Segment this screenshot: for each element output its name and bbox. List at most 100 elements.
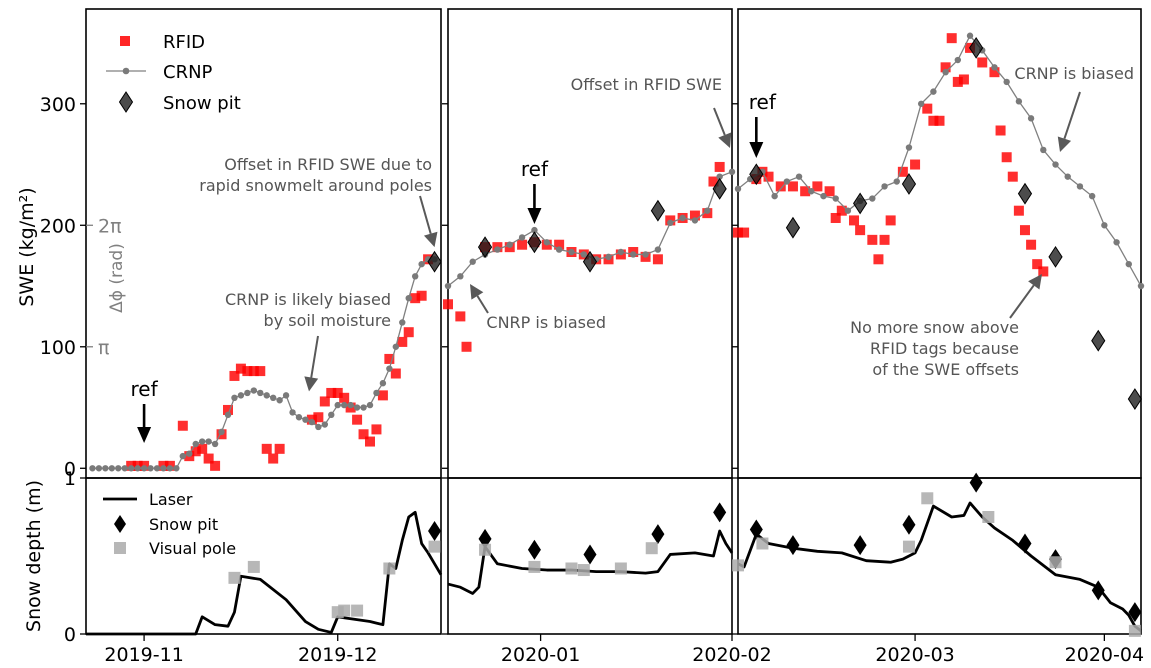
crnp-point xyxy=(1064,173,1071,180)
rfid-point xyxy=(995,125,1006,136)
snow-pit-depth-marker xyxy=(969,472,983,493)
legend-depth-snowpit-marker xyxy=(114,515,126,533)
crnp-point xyxy=(102,465,109,472)
snow-pit-marker xyxy=(969,36,984,59)
crnp-point xyxy=(134,465,141,472)
arrow-head xyxy=(1028,274,1042,290)
crnp-point xyxy=(734,185,742,193)
crnp-point xyxy=(444,282,452,290)
rfid-point xyxy=(708,176,719,187)
swe-axis-label: SWE (kg/m²) xyxy=(16,187,38,306)
arrow-head xyxy=(304,376,319,392)
crnp-point xyxy=(192,440,199,448)
visual-pole-point xyxy=(528,560,541,573)
crnp-point xyxy=(405,294,412,302)
crnp-point xyxy=(257,389,264,397)
annotation-cnrp-biased: CNRP is biased xyxy=(486,313,606,332)
crnp-point xyxy=(704,207,711,214)
crnp-point xyxy=(276,397,283,404)
crnp-point xyxy=(302,416,309,423)
swe-panel-1 xyxy=(89,250,442,472)
phase-tick-label: π xyxy=(98,337,109,359)
crnp-point xyxy=(630,251,637,258)
legend-laser-label: Laser xyxy=(149,490,193,509)
rfid-point xyxy=(326,387,337,398)
crnp-point xyxy=(308,418,316,426)
crnp-point xyxy=(771,192,778,200)
crnp-point xyxy=(991,64,998,71)
rfid-point xyxy=(885,215,896,226)
legend-visual-pole-label: Visual pole xyxy=(149,539,236,558)
crnp-point xyxy=(315,423,322,431)
rfid-point xyxy=(190,446,201,457)
crnp-point xyxy=(457,273,464,280)
snow-pit-depth-marker xyxy=(713,502,727,523)
rfid-point xyxy=(319,396,330,407)
swe-panel-frame xyxy=(85,8,442,479)
crnp-point xyxy=(881,183,888,190)
rfid-point xyxy=(261,443,272,454)
annotation-no-more-snow: No more snow above RFID tags because of th… xyxy=(850,318,1019,379)
annotation-crnp-soil: CRNP is likely biased by soil moisture xyxy=(225,290,391,330)
visual-pole-point xyxy=(1128,624,1141,637)
crnp-point xyxy=(231,394,238,402)
rfid-point xyxy=(455,311,466,322)
rfid-point xyxy=(210,460,221,471)
visual-pole-point xyxy=(577,564,590,577)
xtick-label: 2020-01 xyxy=(501,644,580,666)
annotation-no-more-snow-arrow xyxy=(1009,274,1042,319)
snow-pit-marker xyxy=(650,199,666,222)
crnp-point xyxy=(282,392,290,399)
legend-crnp-label: CRNP xyxy=(163,62,213,83)
visual-pole-point xyxy=(756,537,769,550)
visual-pole-point xyxy=(1049,556,1062,569)
crnp-point xyxy=(617,248,625,256)
rfid-point xyxy=(332,387,343,398)
swe-ytick-label: 0 xyxy=(64,458,76,480)
depth-panel-frame xyxy=(85,477,442,635)
rfid-point xyxy=(358,429,369,440)
annotation-rfid-offset: Offset in RFID SWE due to rapid snowmelt … xyxy=(199,155,432,195)
crnp-point xyxy=(1076,183,1084,190)
annotation-crnp-biased-arrow xyxy=(1057,91,1081,152)
swe-legend: RFID CRNP Snow pit xyxy=(106,32,241,114)
ref-label: ref xyxy=(521,157,549,181)
xtick-label: 2019-12 xyxy=(298,644,377,666)
rfid-point xyxy=(952,76,963,87)
crnp-point xyxy=(340,401,348,409)
rfid-point xyxy=(248,366,259,377)
rfid-point xyxy=(268,453,279,464)
snow-pit-marker xyxy=(901,173,917,195)
snow-pit-depth-marker xyxy=(749,519,763,540)
crnp-point xyxy=(211,440,219,448)
visual-pole-point xyxy=(902,540,915,553)
crnp-point xyxy=(531,226,538,234)
crnp-point xyxy=(237,392,245,399)
arrow-shaft xyxy=(713,107,726,136)
crnp-point xyxy=(250,387,258,394)
crnp-point xyxy=(373,389,380,397)
legend-rfid-label: RFID xyxy=(163,32,205,53)
snow-pit-depth-marker xyxy=(786,535,800,556)
crnp-point xyxy=(121,465,128,472)
depth-panel-frame xyxy=(737,477,1142,635)
legend-snowpit-marker xyxy=(118,91,134,113)
rfid-point xyxy=(377,390,388,401)
arrow-shaft xyxy=(419,195,432,234)
snow-pit-depth-marker xyxy=(583,544,597,565)
rfid-point xyxy=(989,67,1000,78)
crnp-point xyxy=(353,404,361,411)
legend-rfid-marker xyxy=(120,36,130,46)
rfid-point xyxy=(867,234,878,245)
legend-visual-pole-marker xyxy=(114,542,126,554)
crnp-point xyxy=(411,273,419,280)
snow-pit-depth-marker xyxy=(527,539,541,560)
crnp-point xyxy=(832,195,839,202)
crnp-point xyxy=(386,365,393,372)
crnp-point xyxy=(795,173,803,180)
crnp-point xyxy=(954,56,962,64)
crnp-point xyxy=(218,428,225,436)
crnp-point xyxy=(1003,78,1010,86)
snow-pit-marker xyxy=(749,163,764,186)
